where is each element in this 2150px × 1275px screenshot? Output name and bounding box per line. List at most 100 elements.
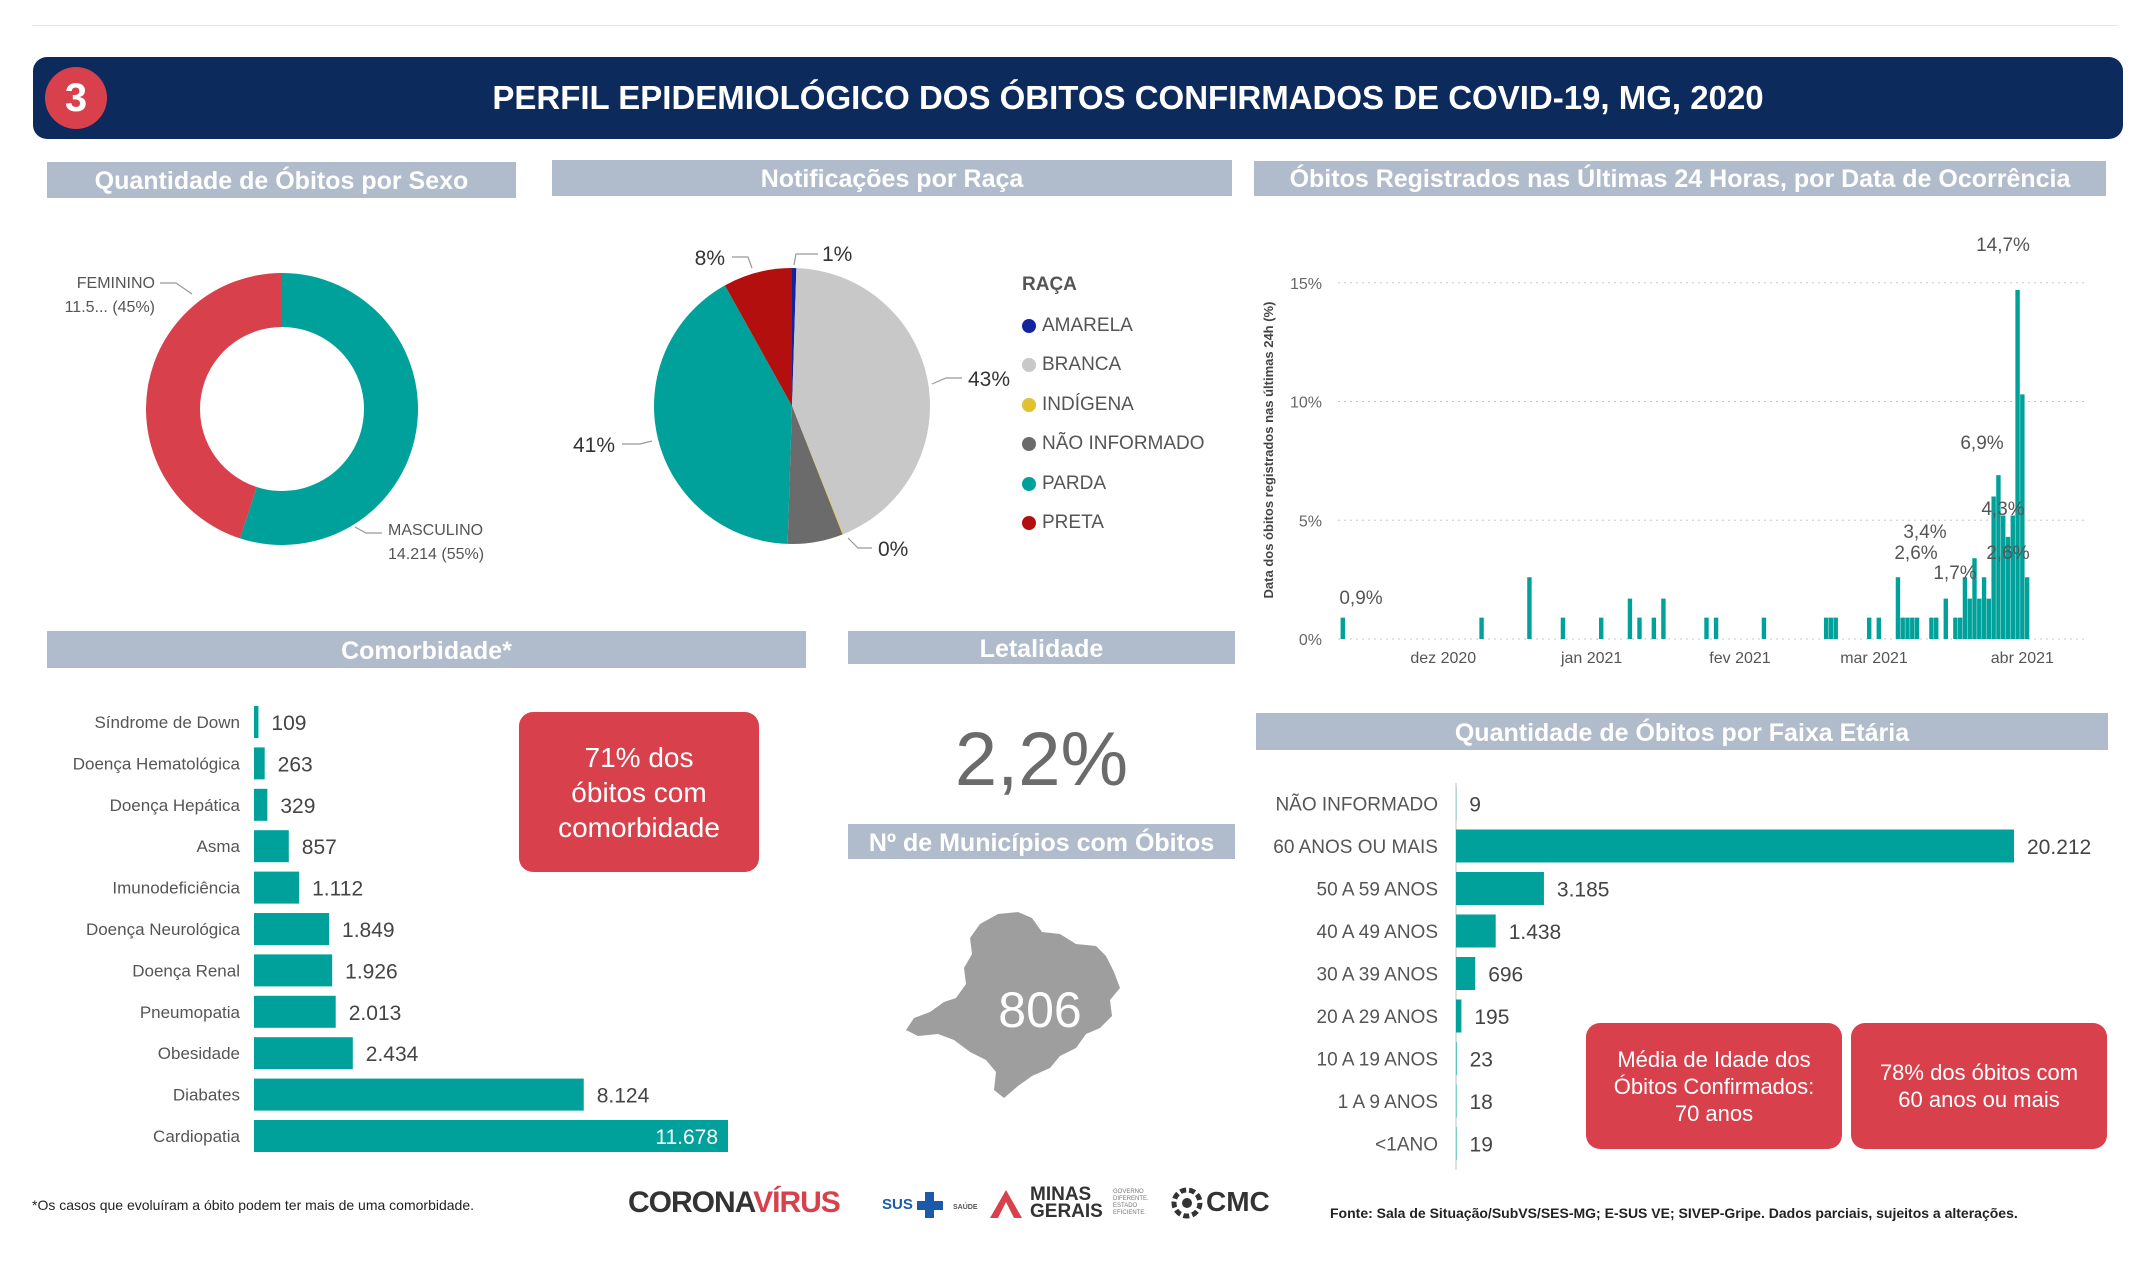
legend-item-preta[interactable]: PRETA [1022,504,1205,544]
timeline-bar [2015,289,2020,639]
category-label: 50 A 59 ANOS [1317,880,1438,901]
bar-value-label: 1.849 [342,919,395,942]
bar-value-label: 696 [1488,964,1523,987]
category-label: 20 A 29 ANOS [1317,1007,1438,1028]
faixa-bar-30-a-39-anos [1456,957,1476,990]
legend-item-parda[interactable]: PARDA [1022,464,1205,504]
slice-value-amarela: 1% [822,243,852,266]
timeline-bar [1340,617,1345,639]
y-axis-title: Data dos óbitos registrados nas últimas … [1261,302,1276,599]
timeline-bar [1986,598,1992,639]
timeline-bar [1962,577,1968,639]
footnote: *Os casos que evoluíram a óbito podem te… [32,1197,475,1213]
bar-value-label: 329 [280,795,315,818]
header-raca: Notificações por Raça [552,160,1232,196]
minas-gerais-triangle-icon [990,1190,1022,1218]
y-tick-label: 10% [1290,395,1322,412]
timeline-bar [1910,617,1915,639]
slice-value-indigena: 0% [878,538,908,561]
comorbidade-bar-doenca-neurologica [254,913,330,945]
comorbidade-bar-diabates [254,1078,584,1111]
timeline-bar [1823,617,1829,639]
sus-text: SUS [882,1195,913,1213]
mg-line-1: MINAS [1030,1184,1092,1205]
faixa-bar-1ano [1456,1127,1457,1160]
ultimas-24h-bar-chart: 0% 5% 10% 15% dez 2020 jan 2021 fev 2021 mar 20… [1261,235,2085,667]
bar-value-label: 19 [1470,1134,1493,1157]
faixa-bar-50-a-59-anos [1456,872,1544,905]
sexo-donut-chart: FEMININO 11.5... (45%) MASCULINO 14.214 (55… [65,273,484,563]
comorbidade-bar-doenca-hematologica [254,747,265,780]
timeline-bar [2010,515,2015,639]
comorbidade-bar-chart: Síndrome de Down 109 Doença Hematológica 26… [73,706,728,1152]
legend-item-branca[interactable]: BRANCA [1022,346,1205,386]
corona-virus-logo: CORONAVÍRUS [628,1186,841,1220]
header-ultimas-24h: Óbitos Registrados nas Últimas 24 Horas,… [1254,161,2106,196]
bar-value-label: 1.112 [312,878,363,901]
timeline-bar [2024,577,2030,639]
logo-text-corona: CORONA [628,1186,754,1219]
timeline-bar [1914,617,1920,639]
category-label: Doença Neurológica [86,920,241,939]
faixa-etaria-bar-chart: NÃO INFORMADO 9 60 ANOS OU MAIS 20.212 50 A … [1273,783,2091,1170]
page-title: PERFIL EPIDEMIOLÓGICO DOS ÓBITOS CONFIRM… [492,79,1764,116]
legend-item-amarela[interactable]: AMARELA [1022,306,1205,346]
timeline-bar [1895,577,1901,639]
legend-label: PARDA [1042,472,1107,494]
faixa-bar-60-anos-ou-mais [1456,829,2014,863]
section-number-badge: 3 [45,67,107,129]
bar-value-label: 20.212 [2027,836,2091,859]
mg-tagline: GOVERNO DIFERENTE. ESTADO EFICIENTE. [1113,1189,1149,1216]
comorbidade-bar-doenca-hepatica [254,788,268,821]
faixa-bar-40-a-49-anos [1456,914,1496,948]
category-label: Imunodeficiência [112,879,240,898]
x-tick-label: fev 2021 [1709,650,1770,667]
legend-item-nao-informado[interactable]: NÃO INFORMADO [1022,425,1205,465]
pie-slice-branca [792,268,930,535]
saude-text: SAÚDE [953,1203,978,1211]
timeline-bar [1876,617,1881,639]
timeline-bar [1560,617,1566,639]
y-tick-label: 5% [1299,513,1322,530]
timeline-bar [1972,558,1977,639]
donut-slice-feminino [146,273,282,539]
x-tick-label: dez 2020 [1410,650,1476,667]
leader-line-amarela [793,253,818,266]
leader-line-indigena [847,537,872,549]
minas-gerais-shape [906,912,1120,1098]
category-label: 30 A 39 ANOS [1317,965,1438,986]
sus-cross-icon [916,1192,943,1218]
bar-value-label: 11.678 [655,1126,718,1149]
category-label: Doença Hepática [110,796,241,815]
bar-value-label: 2.013 [349,1002,402,1025]
category-label: Doença Renal [132,961,240,980]
bar-value-label: 857 [302,836,337,859]
timeline-bar [1761,617,1767,639]
timeline-bar [1713,617,1719,639]
source-note: Fonte: Sala de Situação/SubVS/SES-MG; E-… [1330,1205,2018,1221]
y-tick-label: 15% [1290,276,1322,293]
leader-line-masculino [354,526,382,534]
bar-value-label: 9 [1469,794,1481,817]
legend-label: INDÍGENA [1042,393,1134,415]
timeline-data-label: 2,6% [1986,543,2029,564]
legend-dot [1022,318,1036,333]
timeline-bar [1905,617,1910,639]
municipios-value: 806 [998,982,1082,1038]
legend-item-indigena[interactable]: INDÍGENA [1022,385,1205,425]
top-divider [32,25,2118,26]
timeline-data-label: 4,3% [1981,499,2024,520]
timeline-data-label: 6,9% [1960,433,2003,454]
timeline-bar [1637,617,1642,639]
bar-value-label: 2.434 [366,1043,419,1066]
mg-line-2: GERAIS [1030,1201,1103,1222]
legend-label: PRETA [1042,512,1104,534]
category-label: 40 A 49 ANOS [1317,922,1438,943]
pie-slice-amarela [792,268,797,406]
legend-dot [1022,397,1036,412]
timeline-bar [1996,475,2001,639]
slice-label-feminino: FEMININO [77,275,155,292]
raca-pie-chart: 1% 43% 0% 41% 8% [573,243,1010,561]
sus-logo: SUS SAÚDE [882,1192,978,1218]
leader-line-parda [622,440,653,445]
